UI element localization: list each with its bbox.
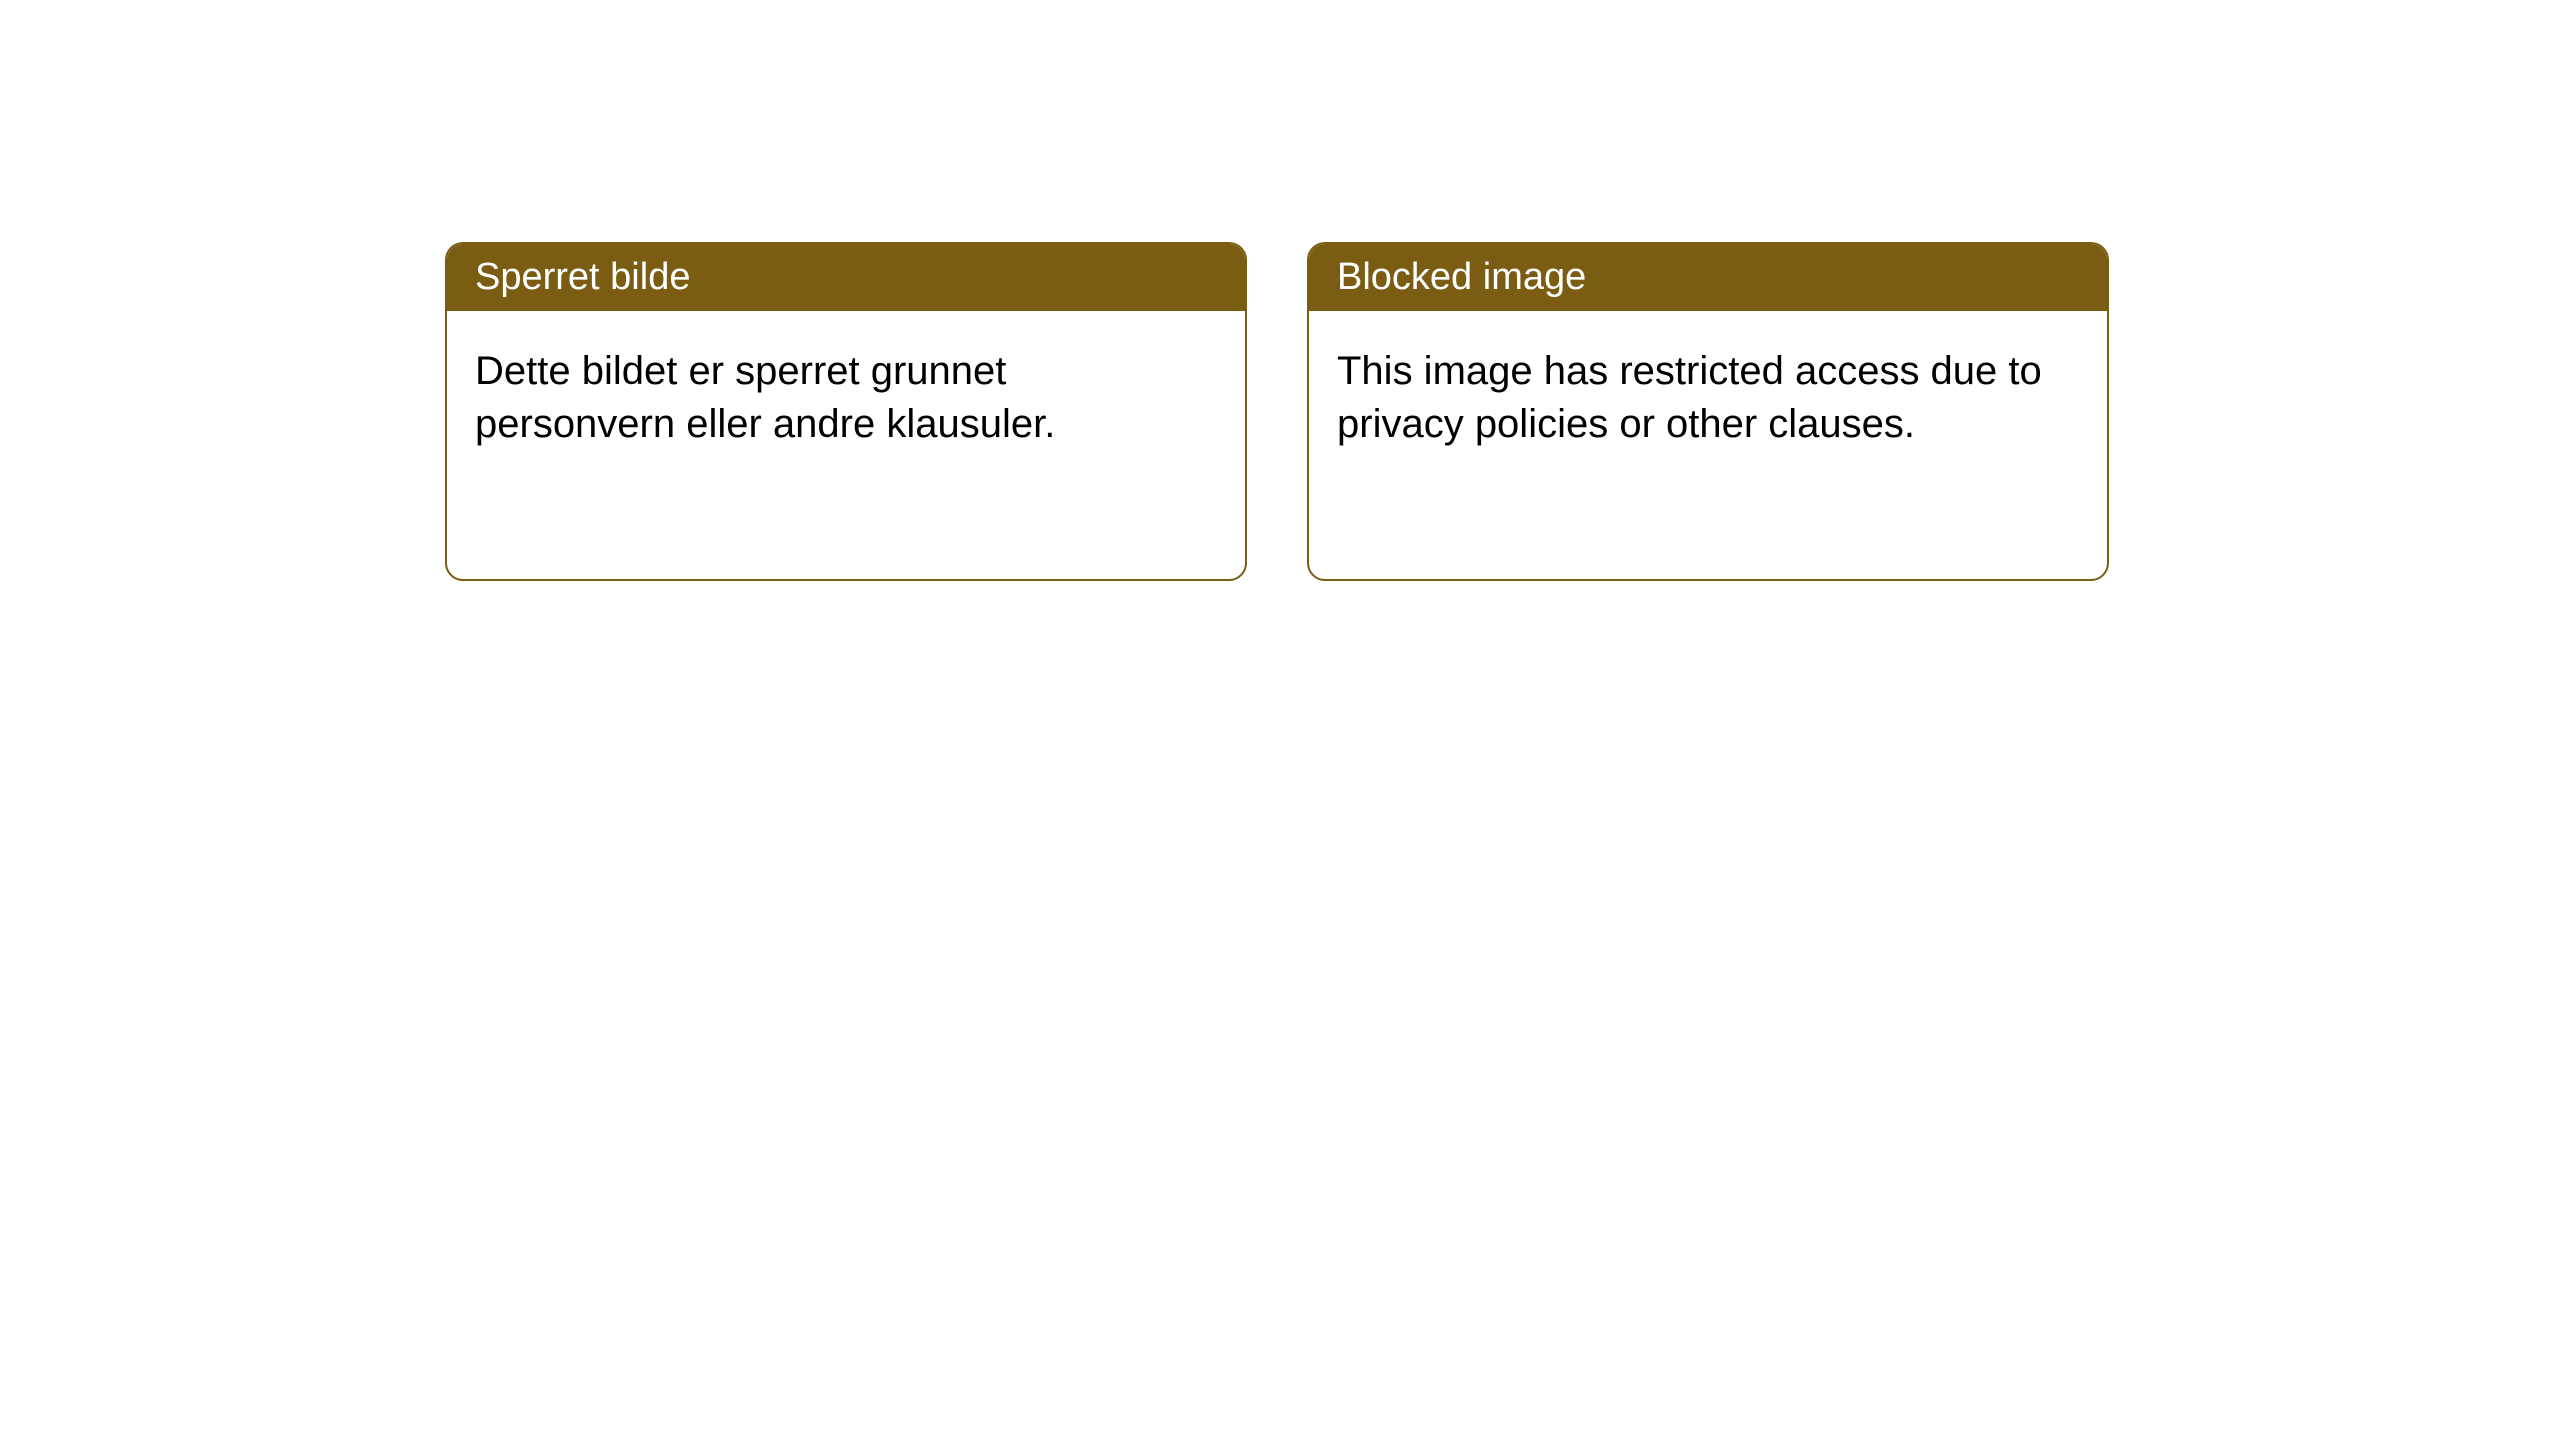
notice-body-en: This image has restricted access due to … xyxy=(1309,311,2107,579)
notice-title-en: Blocked image xyxy=(1309,244,2107,311)
notice-body-no: Dette bildet er sperret grunnet personve… xyxy=(447,311,1245,579)
notice-container: Sperret bilde Dette bildet er sperret gr… xyxy=(445,242,2109,581)
notice-card-en: Blocked image This image has restricted … xyxy=(1307,242,2109,581)
notice-card-no: Sperret bilde Dette bildet er sperret gr… xyxy=(445,242,1247,581)
notice-title-no: Sperret bilde xyxy=(447,244,1245,311)
